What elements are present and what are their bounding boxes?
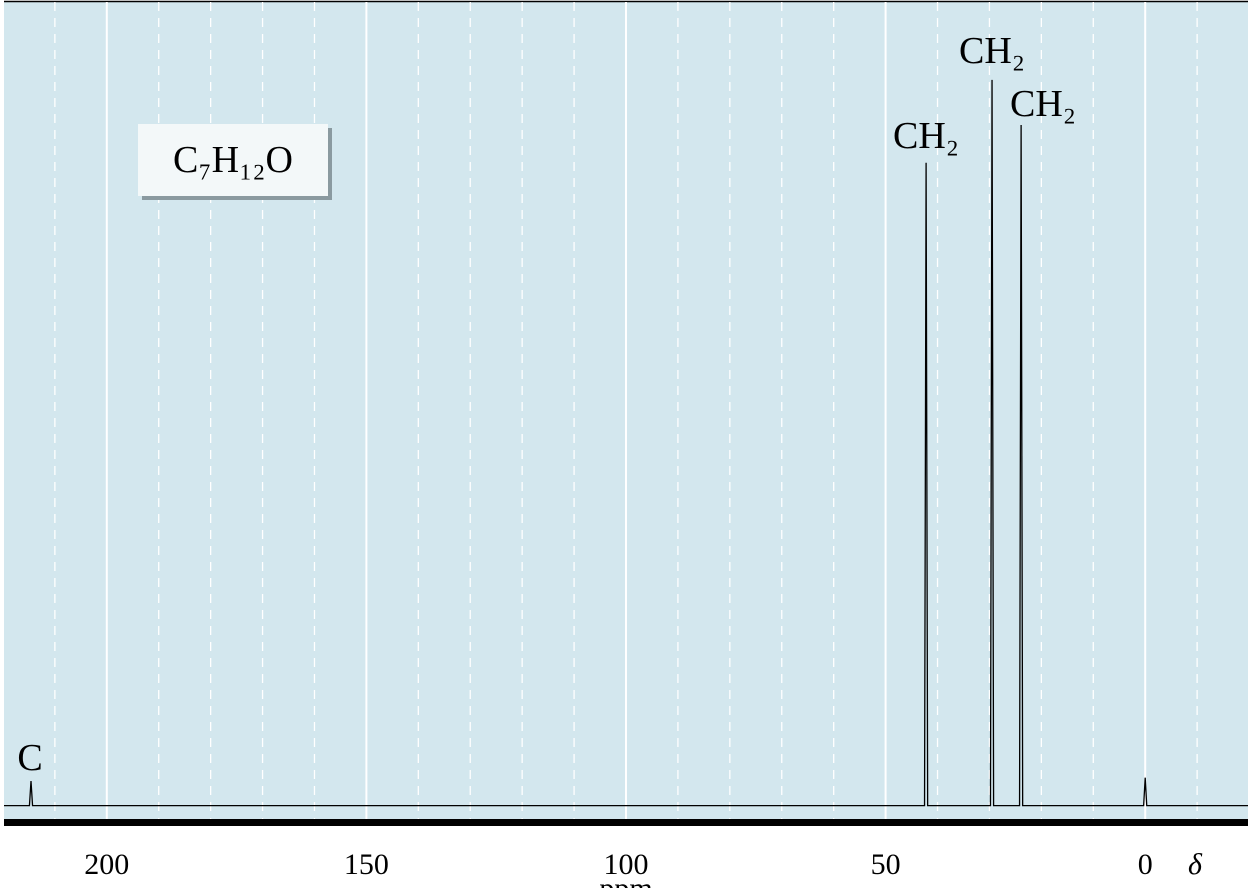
peak-label: CH₂	[1010, 83, 1076, 125]
formula-box	[138, 124, 328, 196]
x-tick-label: 100	[604, 848, 649, 881]
peak-label: CH₂	[893, 115, 959, 157]
x-tick-label: 200	[84, 848, 129, 881]
peak-label: C	[17, 737, 42, 779]
x-axis	[4, 819, 1248, 826]
formula: C₇H₁₂O	[173, 139, 293, 181]
spectrum-line	[4, 79, 1248, 807]
x-tick-label: 150	[344, 848, 389, 881]
axis-symbol: δ	[1188, 848, 1203, 881]
x-tick-label: 0	[1138, 848, 1153, 881]
peak-label: CH₂	[959, 30, 1025, 72]
x-tick-label: 50	[871, 848, 901, 881]
spectrum	[4, 79, 1248, 807]
